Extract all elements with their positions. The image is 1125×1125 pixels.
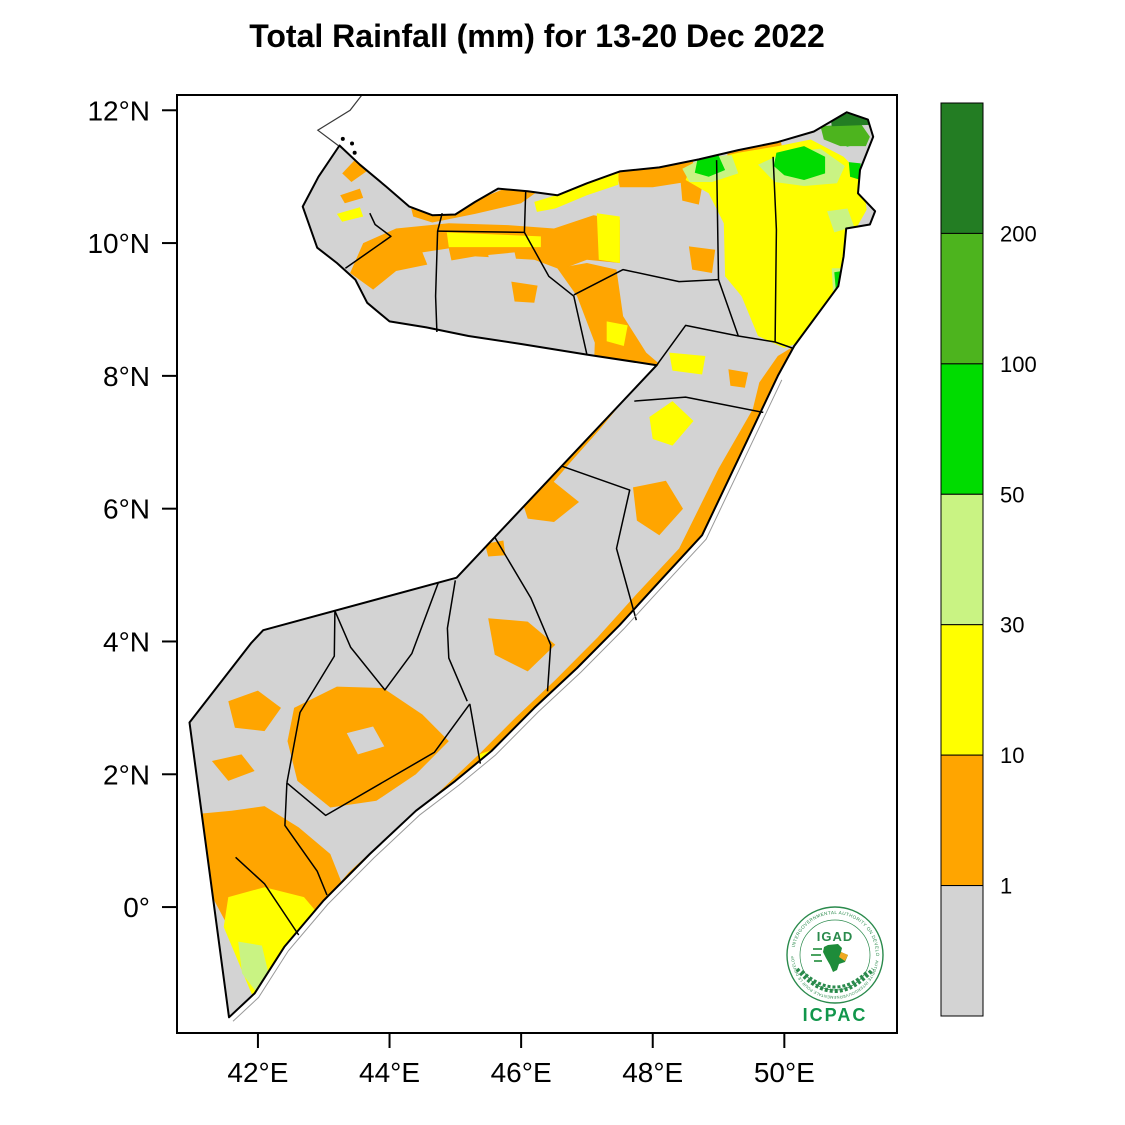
colorbar-tick-label: 100 xyxy=(1000,352,1037,377)
colorbar-swatch-yellow xyxy=(940,624,984,756)
admin-border-line xyxy=(434,213,443,333)
colorbar-swatch-green xyxy=(940,363,984,495)
admin-border-line xyxy=(446,580,468,702)
rainfall-patch-yellow xyxy=(336,207,364,222)
admin-border-line xyxy=(634,396,764,414)
admin-region-borders xyxy=(235,156,793,936)
rainfall-patch-orange xyxy=(633,480,683,536)
rainfall-patch-yellow xyxy=(446,232,541,248)
djibouti-border-line xyxy=(316,94,363,146)
island-dot xyxy=(340,136,345,141)
rainfall-patch-green xyxy=(850,235,858,248)
y-axis-tick-label: 8°N xyxy=(103,361,150,392)
igad-icpac-logo: INTERGOVERNMENTAL AUTHORITY ON DEVELOPME… xyxy=(786,906,884,1025)
rainfall-patch-orange xyxy=(511,281,538,303)
rainfall-patch-orange xyxy=(340,188,364,204)
admin-border-line xyxy=(561,465,638,621)
rainfall-patch-base xyxy=(346,726,385,755)
rainfall-patch-yellow xyxy=(596,213,620,263)
colorbar-tick-label: 1 xyxy=(1000,874,1012,899)
rainfall-patch-green xyxy=(848,162,861,180)
rainfall-patch-kgreen xyxy=(820,123,870,147)
logo-horn-of-africa-highlight xyxy=(839,952,848,961)
colorbar-tick-label: 50 xyxy=(1000,482,1024,507)
rainfall-patch-yellow xyxy=(669,352,706,375)
x-axis-tick-label: 44°E xyxy=(359,1057,420,1088)
admin-border-line xyxy=(286,703,471,817)
admin-border-line xyxy=(523,191,527,233)
y-axis-tick-label: 2°N xyxy=(103,759,150,790)
rainfall-patch-orange xyxy=(484,540,506,557)
colorbar-swatch-pale xyxy=(940,493,984,626)
admin-border-line xyxy=(715,160,740,337)
y-axis-tick-label: 4°N xyxy=(103,626,150,657)
island-dot xyxy=(350,141,355,146)
coastline-offshore-line xyxy=(232,379,783,1022)
somalia-outline xyxy=(188,111,877,1019)
admin-border-line xyxy=(469,703,482,764)
colorbar-tick-label: 10 xyxy=(1000,743,1024,768)
colorbar-legend: 200 100 50 30 10 1 xyxy=(940,102,1037,1017)
rainfall-patch-green xyxy=(773,146,826,180)
x-axis-tick-label: 50°E xyxy=(754,1057,815,1088)
logo-laurel-wreath-outer xyxy=(795,967,875,993)
admin-border-line xyxy=(494,536,552,692)
rainfall-patch-yellow xyxy=(606,321,628,346)
plot-frame xyxy=(176,94,898,1034)
admin-border-line xyxy=(235,856,300,936)
island-dot xyxy=(352,150,357,155)
rainfall-patch-pale xyxy=(827,208,855,233)
admin-border-line xyxy=(774,341,793,349)
y-axis-tick-label: 12°N xyxy=(87,95,150,126)
logo-igad-text: IGAD xyxy=(817,929,854,944)
rainfall-patch-yellow xyxy=(534,172,619,212)
rainfall-patch-orange xyxy=(688,246,716,273)
map-axes: 12°N 10°N 8°N 6°N 4°N 2°N 0° 42°E 44°E 46°E 48°E 50… xyxy=(87,94,898,1088)
rainfall-patch-orange xyxy=(616,159,694,188)
colorbar-swatch-dgreen xyxy=(940,102,984,234)
logo-laurel-wreath-inner xyxy=(800,969,870,989)
x-axis-tick-label: 42°E xyxy=(227,1057,288,1088)
admin-border-line xyxy=(772,156,778,343)
admin-border-line xyxy=(284,782,328,896)
rainfall-patch-orange xyxy=(211,754,255,781)
colorbar-swatch-orange xyxy=(940,754,984,887)
rainfall-patch-yellow xyxy=(223,887,324,1015)
colorbar-tick-label: 30 xyxy=(1000,613,1024,638)
y-axis-tick-label: 10°N xyxy=(87,228,150,259)
rainfall-patch-yellow xyxy=(649,401,694,446)
logo-icpac-caption: ICPAC xyxy=(803,1005,868,1025)
rainfall-patch-orange xyxy=(228,690,281,732)
logo-africa-map xyxy=(823,944,848,972)
y-axis-tick-label: 0° xyxy=(123,892,150,923)
colorbar-swatch-base xyxy=(940,885,984,1017)
chart-title: Total Rainfall (mm) for 13-20 Dec 2022 xyxy=(249,18,825,54)
admin-border-line xyxy=(334,582,439,691)
y-axis-tick-label: 6°N xyxy=(103,494,150,525)
admin-border-line xyxy=(437,230,588,355)
x-axis-tick-label: 46°E xyxy=(491,1057,552,1088)
x-axis-tick-label: 48°E xyxy=(622,1057,683,1088)
rainfall-patch-orange xyxy=(350,215,620,290)
rainfall-patch-orange xyxy=(728,369,749,388)
admin-border-line xyxy=(286,610,336,784)
admin-border-line xyxy=(344,212,392,269)
admin-border-line xyxy=(573,268,719,296)
admin-border-line xyxy=(656,324,776,366)
rainfall-patch-pale xyxy=(238,941,269,991)
rainfall-patch-base xyxy=(488,252,518,270)
colorbar-swatch-kgreen xyxy=(940,232,984,365)
rainfall-patch-orange xyxy=(488,618,556,672)
colorbar-tick-label: 200 xyxy=(1000,221,1037,246)
